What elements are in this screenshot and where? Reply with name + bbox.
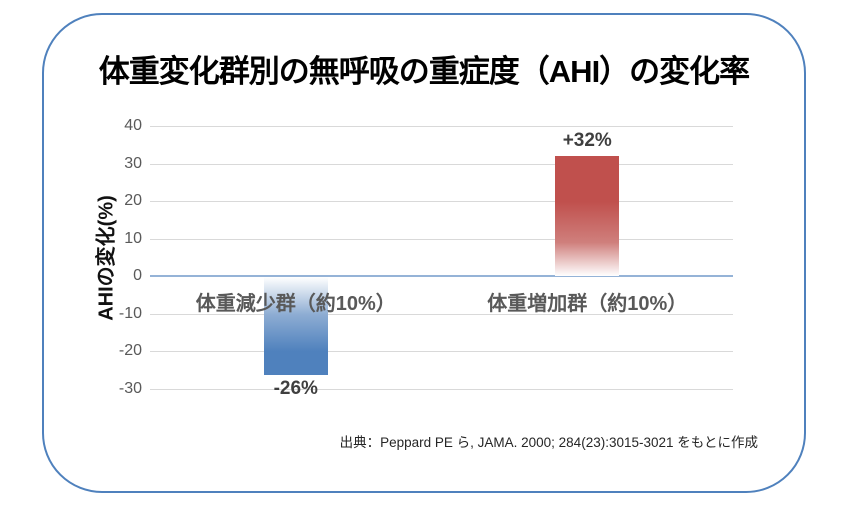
y-tick-label: -20 (118, 342, 142, 359)
y-tick-label: 20 (124, 192, 142, 209)
bar-weight-gain (555, 156, 620, 276)
y-tick-label: 10 (124, 229, 142, 247)
category-label: 体重減少群（約10%） (195, 293, 396, 315)
y-tick-label: 40 (124, 117, 142, 134)
bar-weight-loss (263, 277, 328, 375)
chart-title: 体重変化群別の無呼吸の重症度（AHI）の変化率 (98, 54, 750, 89)
y-tick-label: 30 (124, 154, 142, 172)
rounded-frame (42, 13, 806, 493)
source-note: 出典：Peppard PE ら, JAMA. 2000; 284(23):301… (339, 435, 758, 450)
zero-axis-line (150, 275, 733, 277)
value-label: +32% (562, 130, 612, 151)
category-label: 体重増加群（約10%） (487, 293, 688, 315)
y-tick-label: 0 (133, 267, 142, 284)
y-tick-label: -10 (118, 304, 142, 322)
gridline (150, 238, 733, 240)
gridline (150, 126, 733, 127)
gridline (150, 351, 733, 352)
value-label: -26% (273, 377, 318, 399)
y-tick-label: -30 (118, 379, 142, 397)
gridline (150, 201, 733, 202)
gridline (150, 388, 733, 390)
gridline (150, 163, 733, 165)
gridline (150, 313, 733, 315)
